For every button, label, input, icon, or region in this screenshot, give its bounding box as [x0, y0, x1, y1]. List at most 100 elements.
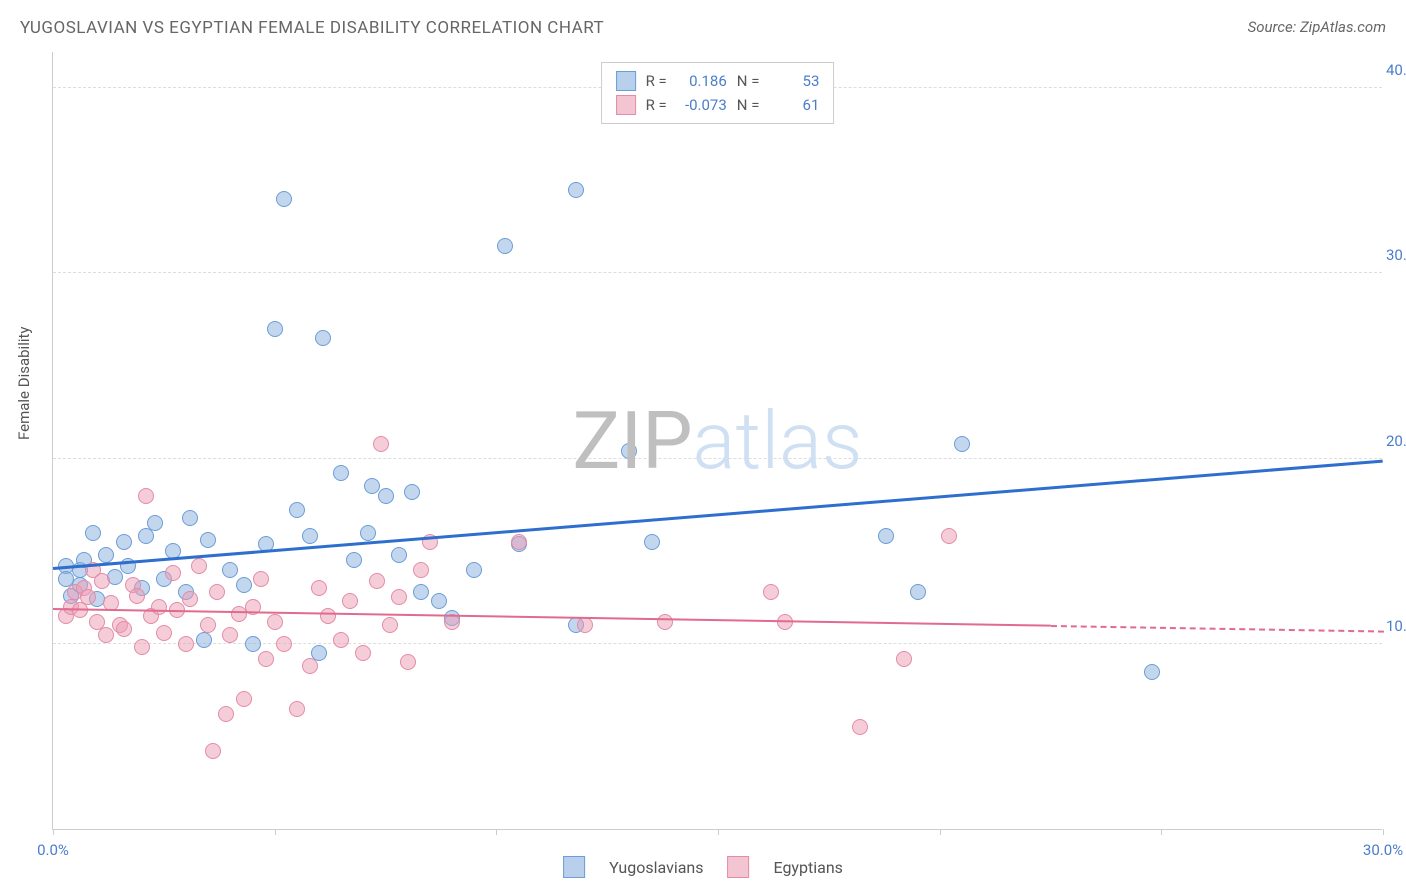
- data-point: [333, 465, 349, 481]
- data-point: [191, 558, 207, 574]
- data-point: [218, 706, 234, 722]
- data-point: [209, 584, 225, 600]
- data-point: [138, 488, 154, 504]
- data-point: [182, 510, 198, 526]
- data-point: [577, 617, 593, 633]
- data-point: [94, 573, 110, 589]
- data-point: [182, 591, 198, 607]
- data-point: [413, 584, 429, 600]
- data-point: [910, 584, 926, 600]
- legend-label: Yugoslavians: [609, 858, 703, 877]
- data-point: [360, 525, 376, 541]
- data-point: [369, 573, 385, 589]
- data-point: [763, 584, 779, 600]
- data-point: [315, 330, 331, 346]
- watermark: ZIPatlas: [572, 394, 862, 488]
- x-tick: [53, 829, 54, 835]
- data-point: [413, 562, 429, 578]
- data-point: [302, 528, 318, 544]
- data-point: [196, 632, 212, 648]
- n-value: 53: [769, 69, 819, 93]
- n-label: N =: [737, 69, 760, 93]
- n-label: N =: [737, 93, 760, 117]
- data-point: [954, 436, 970, 452]
- data-point: [222, 562, 238, 578]
- data-point: [621, 443, 637, 459]
- n-value: 61: [769, 93, 819, 117]
- data-point: [80, 589, 96, 605]
- data-point: [289, 502, 305, 518]
- x-tick: [496, 829, 497, 835]
- data-point: [178, 636, 194, 652]
- data-point: [941, 528, 957, 544]
- data-point: [200, 532, 216, 548]
- data-point: [644, 534, 660, 550]
- data-point: [134, 639, 150, 655]
- data-point: [404, 484, 420, 500]
- data-point: [657, 614, 673, 630]
- data-point: [205, 743, 221, 759]
- x-tick: [1161, 829, 1162, 835]
- r-label: R =: [646, 69, 667, 93]
- scatter-plot-area: ZIPatlas R =0.186N =53R =-0.073N =61 10.…: [52, 52, 1382, 830]
- data-point: [85, 525, 101, 541]
- data-point: [382, 617, 398, 633]
- stats-row: R = -0.073 N = 61: [616, 93, 820, 117]
- legend-swatch: [616, 95, 636, 115]
- r-label: R =: [646, 93, 667, 117]
- y-tick-label: 40.0%: [1386, 61, 1406, 79]
- data-point: [236, 577, 252, 593]
- data-point: [346, 552, 362, 568]
- data-point: [896, 651, 912, 667]
- data-point: [302, 658, 318, 674]
- data-point: [320, 608, 336, 624]
- data-point: [222, 627, 238, 643]
- chart-title: YUGOSLAVIAN VS EGYPTIAN FEMALE DISABILIT…: [20, 18, 604, 38]
- data-point: [378, 488, 394, 504]
- x-tick: [940, 829, 941, 835]
- r-value: -0.073: [677, 93, 727, 117]
- data-point: [391, 547, 407, 563]
- y-tick-label: 30.0%: [1386, 246, 1406, 264]
- data-point: [311, 580, 327, 596]
- data-point: [511, 534, 527, 550]
- y-tick-label: 20.0%: [1386, 432, 1406, 450]
- legend-swatch: [728, 856, 750, 878]
- data-point: [98, 547, 114, 563]
- data-point: [200, 617, 216, 633]
- data-point: [116, 621, 132, 637]
- data-point: [373, 436, 389, 452]
- data-point: [151, 599, 167, 615]
- data-point: [156, 625, 172, 641]
- data-point: [333, 632, 349, 648]
- data-point: [267, 321, 283, 337]
- stats-row: R =0.186N =53: [616, 69, 820, 93]
- data-point: [236, 691, 252, 707]
- x-tick: [275, 829, 276, 835]
- data-point: [147, 515, 163, 531]
- data-point: [165, 565, 181, 581]
- series-legend: YugoslaviansEgyptians: [563, 856, 843, 878]
- data-point: [568, 182, 584, 198]
- x-tick-label: 0.0%: [37, 841, 69, 859]
- data-point: [466, 562, 482, 578]
- data-point: [497, 238, 513, 254]
- x-tick-label: 30.0%: [1363, 841, 1403, 859]
- data-point: [852, 719, 868, 735]
- data-point: [391, 589, 407, 605]
- data-point: [267, 614, 283, 630]
- source-attribution: Source: ZipAtlas.com: [1248, 18, 1386, 36]
- data-point: [245, 636, 261, 652]
- legend-swatch: [563, 856, 585, 878]
- correlation-stats-box: R =0.186N =53R =-0.073N =61: [601, 62, 835, 124]
- trend-line-dashed: [1050, 625, 1383, 633]
- data-point: [878, 528, 894, 544]
- data-point: [276, 636, 292, 652]
- gridline: [53, 458, 1382, 459]
- data-point: [342, 593, 358, 609]
- data-point: [116, 534, 132, 550]
- y-tick-label: 10.0%: [1386, 617, 1406, 635]
- legend-swatch: [616, 71, 636, 91]
- data-point: [258, 651, 274, 667]
- data-point: [431, 593, 447, 609]
